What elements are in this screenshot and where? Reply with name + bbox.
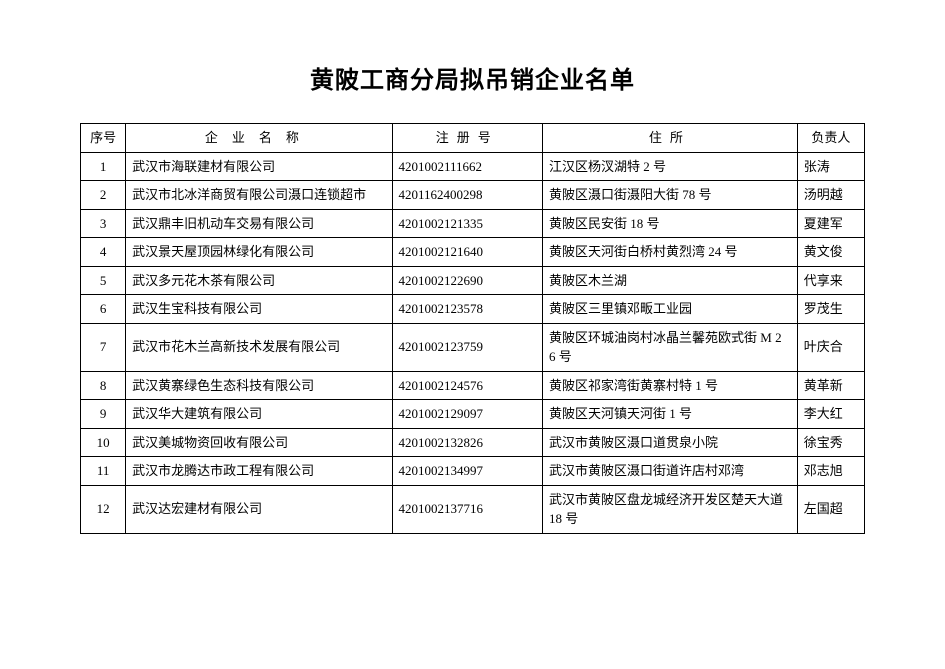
cell-name: 武汉市北冰洋商贸有限公司滠口连锁超市 [126,181,392,210]
cell-index: 3 [81,209,126,238]
page-title: 黄陂工商分局拟吊销企业名单 [80,60,865,95]
cell-name: 武汉生宝科技有限公司 [126,295,392,324]
cell-name: 武汉景天屋顶园林绿化有限公司 [126,238,392,267]
cell-name: 武汉鼎丰旧机动车交易有限公司 [126,209,392,238]
col-index: 序号 [81,124,126,153]
col-name: 企业名称 [126,124,392,153]
cell-reg: 4201002124576 [392,371,543,400]
table-row: 2武汉市北冰洋商贸有限公司滠口连锁超市4201162400298黄陂区滠口街滠阳… [81,181,865,210]
cell-reg: 4201002129097 [392,400,543,429]
table-row: 12武汉达宏建材有限公司4201002137716武汉市黄陂区盘龙城经济开发区楚… [81,485,865,533]
cell-name: 武汉黄寨绿色生态科技有限公司 [126,371,392,400]
cell-reg: 4201002121335 [392,209,543,238]
cell-person: 黄革新 [797,371,864,400]
cell-index: 2 [81,181,126,210]
cell-addr: 黄陂区天河镇天河街 1 号 [543,400,798,429]
cell-index: 9 [81,400,126,429]
cell-name: 武汉华大建筑有限公司 [126,400,392,429]
cell-index: 10 [81,428,126,457]
table-header-row: 序号 企业名称 注册号 住所 负责人 [81,124,865,153]
col-addr: 住所 [543,124,798,153]
table-row: 6武汉生宝科技有限公司4201002123578黄陂区三里镇邓畈工业园罗茂生 [81,295,865,324]
cell-addr: 黄陂区天河街白桥村黄烈湾 24 号 [543,238,798,267]
cell-reg: 4201002122690 [392,266,543,295]
cell-reg: 4201002123578 [392,295,543,324]
cell-addr: 黄陂区三里镇邓畈工业园 [543,295,798,324]
cell-index: 11 [81,457,126,486]
cell-person: 左国超 [797,485,864,533]
col-person: 负责人 [797,124,864,153]
cell-addr: 武汉市黄陂区盘龙城经济开发区楚天大道 18 号 [543,485,798,533]
table-row: 1武汉市海联建材有限公司4201002111662江汉区杨汊湖特 2 号张涛 [81,152,865,181]
cell-name: 武汉美城物资回收有限公司 [126,428,392,457]
table-row: 3武汉鼎丰旧机动车交易有限公司4201002121335黄陂区民安街 18 号夏… [81,209,865,238]
table-row: 5武汉多元花木茶有限公司4201002122690黄陂区木兰湖代享来 [81,266,865,295]
cell-person: 罗茂生 [797,295,864,324]
cell-person: 代享来 [797,266,864,295]
company-table: 序号 企业名称 注册号 住所 负责人 1武汉市海联建材有限公司420100211… [80,123,865,534]
cell-addr: 黄陂区木兰湖 [543,266,798,295]
cell-name: 武汉市龙腾达市政工程有限公司 [126,457,392,486]
cell-index: 4 [81,238,126,267]
cell-index: 6 [81,295,126,324]
cell-name: 武汉达宏建材有限公司 [126,485,392,533]
cell-addr: 黄陂区环城油岗村冰晶兰馨苑欧式街 M 2 6 号 [543,323,798,371]
cell-reg: 4201002111662 [392,152,543,181]
cell-addr: 武汉市黄陂区滠口道贯泉小院 [543,428,798,457]
cell-addr: 武汉市黄陂区滠口街道许店村邓湾 [543,457,798,486]
table-row: 7武汉市花木兰高新技术发展有限公司4201002123759黄陂区环城油岗村冰晶… [81,323,865,371]
cell-name: 武汉市海联建材有限公司 [126,152,392,181]
cell-addr: 黄陂区祁家湾街黄寨村特 1 号 [543,371,798,400]
cell-name: 武汉多元花木茶有限公司 [126,266,392,295]
cell-index: 7 [81,323,126,371]
table-row: 4武汉景天屋顶园林绿化有限公司4201002121640黄陂区天河街白桥村黄烈湾… [81,238,865,267]
cell-person: 汤明越 [797,181,864,210]
table-row: 8武汉黄寨绿色生态科技有限公司4201002124576黄陂区祁家湾街黄寨村特 … [81,371,865,400]
table-row: 10武汉美城物资回收有限公司4201002132826武汉市黄陂区滠口道贯泉小院… [81,428,865,457]
cell-index: 12 [81,485,126,533]
table-row: 11武汉市龙腾达市政工程有限公司4201002134997武汉市黄陂区滠口街道许… [81,457,865,486]
cell-reg: 4201002132826 [392,428,543,457]
cell-person: 李大红 [797,400,864,429]
cell-reg: 4201002123759 [392,323,543,371]
cell-name: 武汉市花木兰高新技术发展有限公司 [126,323,392,371]
cell-person: 张涛 [797,152,864,181]
cell-addr: 黄陂区民安街 18 号 [543,209,798,238]
cell-person: 夏建军 [797,209,864,238]
cell-reg: 4201002134997 [392,457,543,486]
cell-person: 黄文俊 [797,238,864,267]
cell-person: 叶庆合 [797,323,864,371]
col-reg: 注册号 [392,124,543,153]
cell-index: 5 [81,266,126,295]
cell-reg: 4201162400298 [392,181,543,210]
cell-index: 1 [81,152,126,181]
cell-reg: 4201002137716 [392,485,543,533]
cell-person: 徐宝秀 [797,428,864,457]
table-row: 9武汉华大建筑有限公司4201002129097黄陂区天河镇天河街 1 号李大红 [81,400,865,429]
cell-addr: 江汉区杨汊湖特 2 号 [543,152,798,181]
cell-index: 8 [81,371,126,400]
cell-addr: 黄陂区滠口街滠阳大街 78 号 [543,181,798,210]
cell-person: 邓志旭 [797,457,864,486]
cell-reg: 4201002121640 [392,238,543,267]
